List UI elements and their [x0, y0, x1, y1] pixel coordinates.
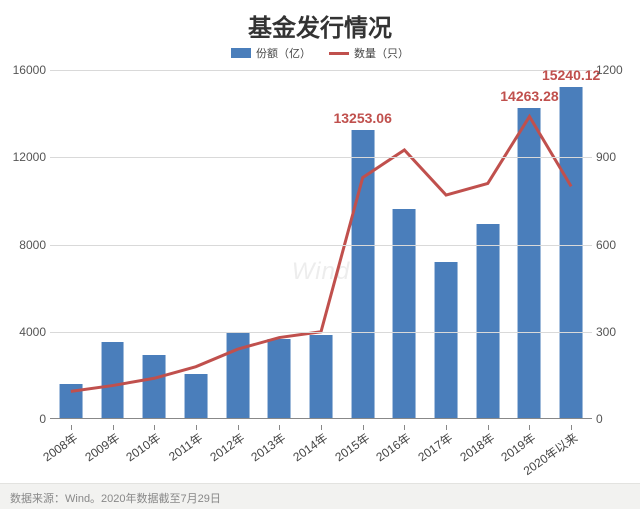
legend-item-line: 数量（只）	[329, 45, 409, 61]
line-swatch-icon	[329, 52, 349, 55]
y-left-tick-label: 4000	[8, 325, 46, 339]
legend-item-bar: 份额（亿）	[231, 45, 311, 61]
x-baseline	[50, 418, 592, 419]
y-left-tick-label: 16000	[8, 63, 46, 77]
y-left-tick-label: 8000	[8, 238, 46, 252]
y-left-tick-label: 0	[8, 412, 46, 426]
gridline	[50, 332, 592, 333]
y-left-tick-label: 12000	[8, 150, 46, 164]
y-right-tick-label: 300	[596, 325, 634, 339]
chart-title: 基金发行情况	[0, 0, 640, 43]
x-axis-categories: 2008年2009年2010年2011年2012年2013年2014年2015年…	[50, 429, 592, 489]
plot-area: Wind 13253.0614263.2815240.12	[50, 70, 592, 419]
data-label: 14263.28	[500, 88, 558, 104]
legend-line-label: 数量（只）	[354, 45, 409, 61]
x-tick-label: 2011年	[165, 429, 206, 465]
x-tick-label: 2012年	[206, 429, 247, 465]
x-tick-label: 2008年	[39, 429, 80, 465]
gridline	[50, 157, 592, 158]
x-tick-label: 2013年	[248, 429, 289, 465]
x-tick-label: 2015年	[331, 429, 372, 465]
y-right-tick-label: 0	[596, 412, 634, 426]
x-tick-label: 2009年	[81, 429, 122, 465]
y-right-tick-label: 600	[596, 238, 634, 252]
legend: 份额（亿） 数量（只）	[0, 45, 640, 61]
gridline	[50, 70, 592, 71]
y-right-tick-label: 900	[596, 150, 634, 164]
legend-bar-label: 份额（亿）	[256, 45, 311, 61]
source-text: 数据来源：Wind。2020年数据截至7月29日	[10, 493, 221, 505]
gridline	[50, 245, 592, 246]
source-footer: 数据来源：Wind。2020年数据截至7月29日	[0, 483, 640, 509]
x-tick-label: 2014年	[289, 429, 330, 465]
x-tick-label: 2017年	[414, 429, 455, 465]
y-right-tick-label: 1200	[596, 63, 634, 77]
bar-swatch-icon	[231, 48, 251, 58]
x-tick-label: 2018年	[456, 429, 497, 465]
x-tick-label: 2010年	[123, 429, 164, 465]
chart-container: 基金发行情况 份额（亿） 数量（只） Wind 13253.0614263.28…	[0, 0, 640, 509]
x-tick-label: 2016年	[373, 429, 414, 465]
data-label: 15240.12	[542, 67, 600, 83]
data-label: 13253.06	[333, 110, 391, 126]
